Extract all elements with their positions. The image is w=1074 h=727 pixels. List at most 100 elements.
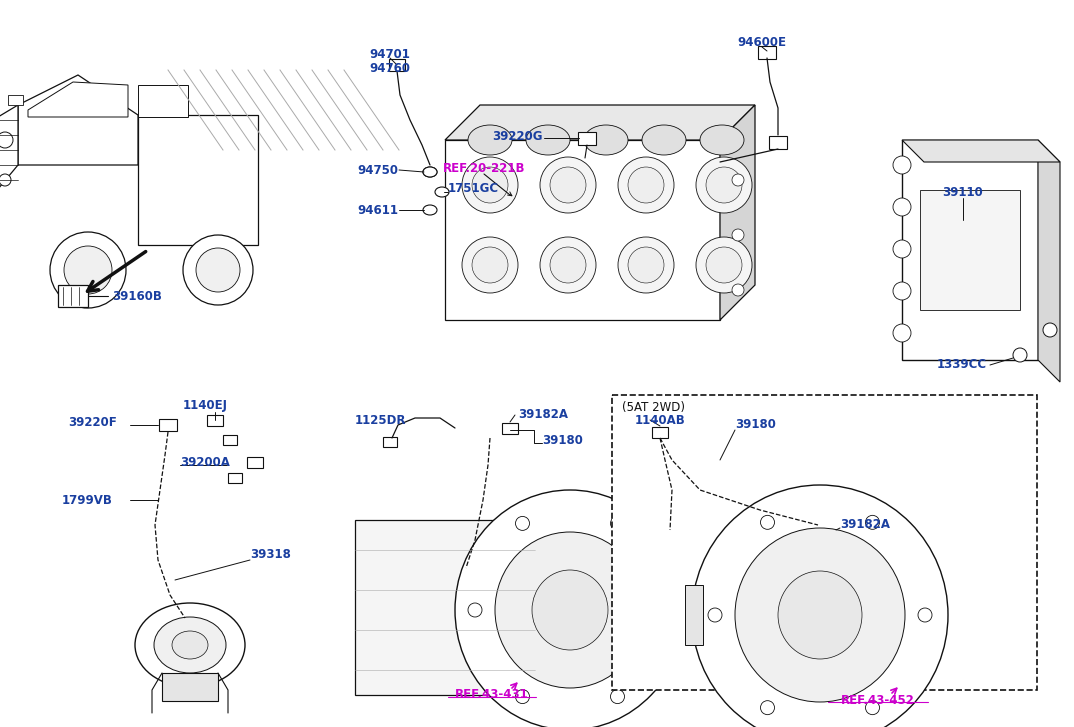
Polygon shape	[1037, 140, 1060, 382]
Circle shape	[1013, 348, 1027, 362]
Bar	[758, 46, 777, 58]
Bar	[685, 585, 703, 645]
Bar	[355, 520, 535, 695]
Polygon shape	[0, 105, 18, 195]
Ellipse shape	[735, 528, 905, 702]
Text: REF.43-452: REF.43-452	[841, 694, 915, 707]
Ellipse shape	[692, 485, 948, 727]
Ellipse shape	[540, 157, 596, 213]
Circle shape	[468, 603, 482, 617]
Bar	[920, 190, 1020, 310]
Ellipse shape	[423, 205, 437, 215]
Bar	[228, 473, 242, 483]
Bar	[389, 59, 405, 71]
Circle shape	[732, 284, 744, 296]
Ellipse shape	[172, 631, 208, 659]
Circle shape	[918, 608, 932, 622]
Bar	[383, 437, 397, 447]
Text: 39110: 39110	[943, 185, 984, 198]
Text: 39182A: 39182A	[518, 409, 568, 422]
Text: 94701: 94701	[369, 49, 410, 62]
Ellipse shape	[462, 157, 518, 213]
Bar	[812, 524, 828, 536]
Circle shape	[708, 608, 722, 622]
Polygon shape	[902, 140, 1060, 162]
Text: REF.43-431: REF.43-431	[455, 688, 528, 702]
Text: 39200A: 39200A	[180, 456, 230, 468]
Polygon shape	[28, 82, 128, 117]
Circle shape	[732, 174, 744, 186]
Circle shape	[866, 515, 880, 529]
Ellipse shape	[618, 157, 674, 213]
Ellipse shape	[135, 603, 245, 687]
Circle shape	[892, 198, 911, 216]
Ellipse shape	[618, 237, 674, 293]
Circle shape	[1043, 323, 1057, 337]
Text: 94611: 94611	[357, 204, 398, 217]
Text: REF.20-221B: REF.20-221B	[442, 161, 525, 174]
Bar	[578, 132, 596, 145]
Circle shape	[516, 690, 529, 704]
Bar	[207, 414, 223, 425]
Ellipse shape	[468, 125, 512, 155]
Polygon shape	[137, 85, 188, 117]
Text: 94600E: 94600E	[738, 36, 786, 49]
Ellipse shape	[696, 157, 752, 213]
Text: 39180: 39180	[735, 417, 775, 430]
Bar	[902, 140, 1037, 360]
Ellipse shape	[584, 125, 628, 155]
Text: 1751GC: 1751GC	[448, 182, 499, 195]
Ellipse shape	[778, 571, 862, 659]
Polygon shape	[18, 75, 137, 165]
Text: 94750: 94750	[357, 164, 398, 177]
Bar	[247, 457, 263, 467]
Ellipse shape	[455, 490, 685, 727]
Circle shape	[866, 701, 880, 715]
Circle shape	[610, 690, 624, 704]
Text: (5AT 2WD): (5AT 2WD)	[622, 401, 685, 414]
Text: 39160B: 39160B	[112, 289, 162, 302]
Bar	[162, 673, 218, 701]
Circle shape	[760, 701, 774, 715]
Ellipse shape	[154, 617, 226, 673]
Circle shape	[195, 248, 240, 292]
Circle shape	[658, 603, 672, 617]
Text: 1140EJ: 1140EJ	[183, 400, 228, 412]
Circle shape	[892, 324, 911, 342]
Circle shape	[892, 282, 911, 300]
Ellipse shape	[423, 167, 437, 177]
Ellipse shape	[642, 125, 686, 155]
Ellipse shape	[471, 167, 508, 203]
Ellipse shape	[435, 187, 449, 197]
Ellipse shape	[423, 167, 437, 177]
Text: 1125DR: 1125DR	[355, 414, 406, 427]
Bar	[652, 427, 668, 438]
Ellipse shape	[471, 247, 508, 283]
Circle shape	[0, 132, 13, 148]
Ellipse shape	[706, 167, 742, 203]
Ellipse shape	[532, 570, 608, 650]
Ellipse shape	[696, 237, 752, 293]
Ellipse shape	[706, 247, 742, 283]
Polygon shape	[445, 105, 755, 140]
Bar	[58, 285, 88, 307]
Ellipse shape	[628, 247, 664, 283]
Text: 39318: 39318	[250, 548, 291, 561]
Bar	[502, 422, 518, 433]
Ellipse shape	[700, 125, 744, 155]
Polygon shape	[137, 115, 258, 245]
Circle shape	[892, 156, 911, 174]
Circle shape	[732, 229, 744, 241]
Circle shape	[610, 516, 624, 531]
Ellipse shape	[526, 125, 570, 155]
Bar	[223, 435, 237, 445]
Text: 1140AB: 1140AB	[635, 414, 686, 427]
Circle shape	[64, 246, 112, 294]
Circle shape	[760, 515, 774, 529]
Circle shape	[516, 516, 529, 531]
Text: 1799VB: 1799VB	[62, 494, 113, 507]
Bar	[8, 95, 23, 105]
Ellipse shape	[495, 532, 645, 688]
Text: 1339CC: 1339CC	[937, 358, 987, 371]
Polygon shape	[720, 105, 755, 320]
